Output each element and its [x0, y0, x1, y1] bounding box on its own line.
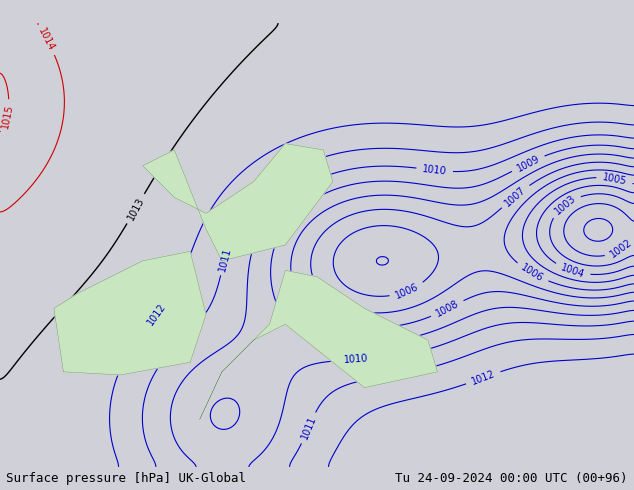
Text: 1011: 1011 [217, 246, 233, 272]
Text: 1010: 1010 [422, 164, 448, 176]
Text: 1006: 1006 [519, 262, 545, 284]
Text: 1008: 1008 [434, 298, 460, 319]
Text: 1006: 1006 [394, 281, 420, 300]
Text: 1012: 1012 [470, 368, 496, 387]
Text: 1015: 1015 [0, 103, 15, 129]
Text: 1005: 1005 [602, 172, 628, 186]
Text: Tu 24-09-2024 00:00 UTC (00+96): Tu 24-09-2024 00:00 UTC (00+96) [395, 472, 628, 485]
Text: Surface pressure [hPa] UK-Global: Surface pressure [hPa] UK-Global [6, 472, 247, 485]
Text: 1004: 1004 [559, 262, 586, 280]
Text: 1007: 1007 [503, 184, 527, 208]
Text: 1013: 1013 [126, 196, 146, 222]
Text: 1011: 1011 [299, 415, 318, 441]
Text: 1010: 1010 [344, 354, 369, 366]
Polygon shape [200, 270, 437, 419]
Text: 1009: 1009 [515, 153, 541, 173]
Text: 1003: 1003 [552, 194, 578, 217]
Polygon shape [143, 144, 333, 261]
Polygon shape [54, 251, 206, 375]
Text: 1002: 1002 [609, 237, 634, 260]
Text: 1014: 1014 [37, 26, 56, 53]
Text: 1012: 1012 [146, 302, 168, 328]
